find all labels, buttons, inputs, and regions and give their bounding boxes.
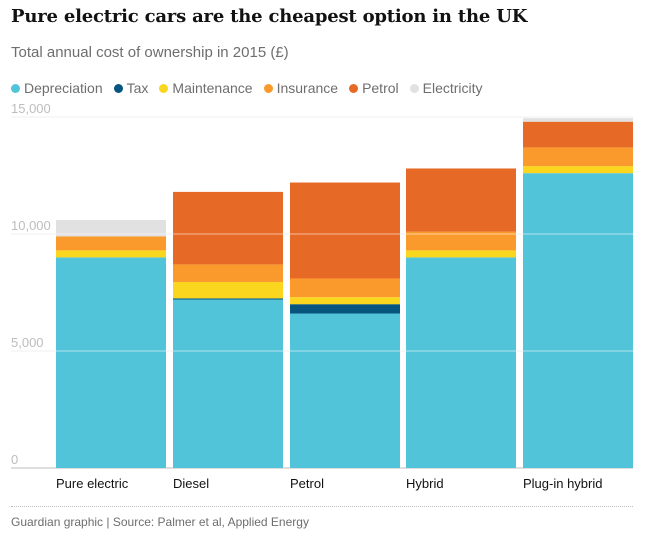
chart-title: Pure electric cars are the cheapest opti… [11, 6, 528, 27]
bar-segment [56, 257, 166, 468]
legend-swatch [263, 83, 273, 93]
bar-segment [523, 147, 633, 167]
bar-segment [290, 278, 400, 298]
legend-label: Maintenance [172, 80, 253, 96]
legend-item: Tax [113, 80, 149, 96]
bar-segment [523, 118, 633, 122]
y-tick-label: 10,000 [11, 218, 51, 233]
footer-divider [11, 506, 633, 507]
x-tick-label: Petrol [290, 476, 324, 491]
bar-segment [523, 173, 633, 468]
legend-label: Electricity [422, 80, 483, 96]
x-tick-label: Hybrid [406, 476, 444, 491]
legend-swatch [349, 83, 359, 93]
x-tick-label: Diesel [173, 476, 209, 491]
source-note: Guardian graphic | Source: Palmer et al,… [11, 515, 309, 529]
legend-swatch [159, 83, 169, 93]
bar-segment [56, 250, 166, 258]
bar-segment [173, 281, 283, 299]
bar-segment [173, 264, 283, 282]
bar-segment [56, 219, 166, 237]
bar-segment [523, 166, 633, 174]
legend-swatch [409, 83, 419, 93]
bar-segment [290, 304, 400, 314]
legend-item: Electricity [409, 80, 483, 96]
legend-label: Insurance [276, 80, 339, 96]
legend-swatch [11, 83, 20, 93]
chart-legend: Depreciation Tax Maintenance Insurance Petro… [11, 80, 494, 96]
bar-segment [290, 313, 400, 468]
x-tick-label: Plug-in hybrid [523, 476, 603, 491]
bar-segment [406, 257, 516, 468]
y-tick-label: 0 [11, 452, 18, 467]
bar-segment [173, 298, 283, 300]
legend-label: Depreciation [24, 80, 103, 96]
x-tick-label: Pure electric [56, 476, 129, 491]
stacked-bar-chart: Pure electric Diesel Petrol Hybrid Plug-in h… [11, 101, 633, 491]
legend-item: Petrol [349, 80, 399, 96]
y-tick-label: 15,000 [11, 101, 51, 116]
legend-label: Petrol [362, 80, 399, 96]
y-tick-label: 5,000 [11, 335, 44, 350]
bar-segment [523, 121, 633, 148]
legend-item: Insurance [263, 80, 339, 96]
bar-segment [290, 297, 400, 305]
bar-segment [406, 168, 516, 232]
legend-label: Tax [126, 80, 149, 96]
bar-segment [173, 299, 283, 468]
bar-segment [406, 250, 516, 258]
bar-segment [56, 236, 166, 251]
chart-subtitle: Total annual cost of ownership in 2015 (… [11, 44, 289, 61]
bar-segment [173, 191, 283, 265]
legend-swatch [113, 83, 123, 93]
bar-segment [406, 231, 516, 251]
legend-item: Maintenance [159, 80, 253, 96]
legend-item: Depreciation [11, 80, 103, 96]
bar-segment [290, 182, 400, 279]
